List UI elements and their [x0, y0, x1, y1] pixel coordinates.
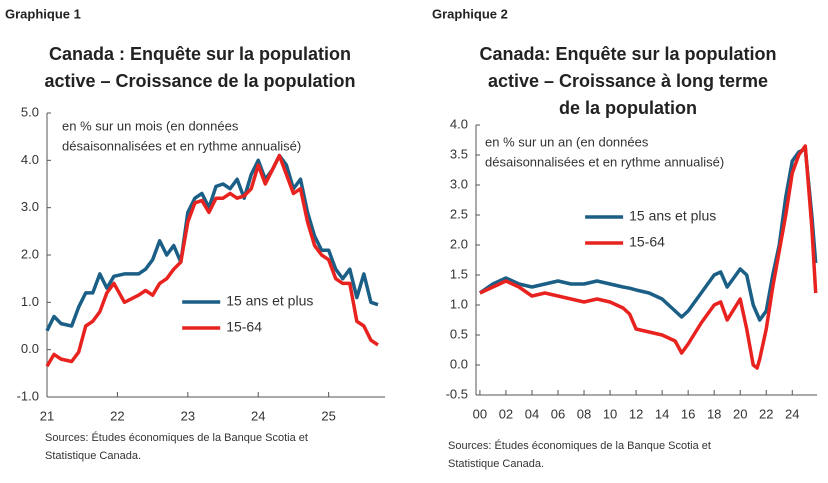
x-tick-label: 00 [473, 406, 487, 421]
chart-title: de la population [559, 98, 697, 118]
legend-label: 15 ans et plus [226, 293, 313, 309]
source: Statistique Canada. [448, 458, 544, 470]
x-tick-label: 23 [181, 408, 195, 423]
data-line [45, 153, 379, 368]
y-tick-label: 1.0 [450, 296, 468, 311]
source: Sources: Études économiques de la Banque… [448, 439, 711, 452]
x-tick-label: 02 [499, 406, 513, 421]
x-tick-label: 06 [551, 406, 565, 421]
source: Sources: Études économiques de la Banque… [45, 431, 308, 444]
x-tick-label: 14 [655, 406, 669, 421]
y-tick-label: 4.0 [450, 116, 468, 131]
y-tick-label: 0.5 [450, 326, 468, 341]
chart-title: active – Croissance à long terme [488, 71, 768, 91]
source: Statistique Canada. [45, 450, 141, 462]
chart-label: Graphique 1 [5, 6, 81, 21]
y-tick-label: 0.0 [21, 341, 39, 356]
data-line [45, 153, 379, 332]
annotation: en % sur un mois (en données [62, 118, 239, 133]
x-tick-label: 22 [759, 406, 773, 421]
x-tick-label: 25 [321, 408, 335, 423]
x-tick-label: 22 [110, 408, 124, 423]
y-tick-label: 3.0 [21, 199, 39, 214]
y-tick-label: 0.0 [450, 356, 468, 371]
x-tick-label: 12 [629, 406, 643, 421]
y-tick-label: 3.0 [450, 176, 468, 191]
legend-label: 15-64 [226, 319, 262, 335]
x-tick-label: 20 [733, 406, 747, 421]
x-tick-label: 24 [251, 408, 265, 423]
x-tick-label: 18 [707, 406, 721, 421]
legend-label: 15-64 [629, 234, 665, 250]
y-tick-label: 2.0 [21, 246, 39, 261]
y-tick-label: 5.0 [21, 104, 39, 119]
annotation: désaisonnalisées et en rythme annualisé) [485, 154, 724, 169]
annotation: en % sur un an (en données [485, 134, 649, 149]
x-tick-label: 04 [525, 406, 539, 421]
x-tick-label: 24 [785, 406, 799, 421]
y-tick-label: -0.5 [446, 386, 468, 401]
y-tick-label: 3.5 [450, 146, 468, 161]
chart-label: Graphique 2 [432, 6, 508, 21]
chart-title: Canada : Enquête sur la population [49, 44, 351, 64]
y-tick-label: 2.0 [450, 236, 468, 251]
y-tick-label: 4.0 [21, 152, 39, 167]
data-line [479, 144, 818, 370]
y-tick-label: 1.5 [450, 266, 468, 281]
x-tick-label: 10 [603, 406, 617, 421]
chart-title: Canada: Enquête sur la population [479, 44, 776, 64]
y-tick-label: 1.0 [21, 294, 39, 309]
x-tick-label: 21 [40, 408, 54, 423]
y-tick-label: 2.5 [450, 206, 468, 221]
y-tick-label: -1.0 [17, 388, 39, 403]
chart-title: active – Croissance de la population [44, 71, 355, 91]
x-tick-label: 08 [577, 406, 591, 421]
x-tick-label: 16 [681, 406, 695, 421]
legend-label: 15 ans et plus [629, 208, 716, 224]
annotation: désaisonnalisées et en rythme annualisé) [62, 138, 301, 153]
